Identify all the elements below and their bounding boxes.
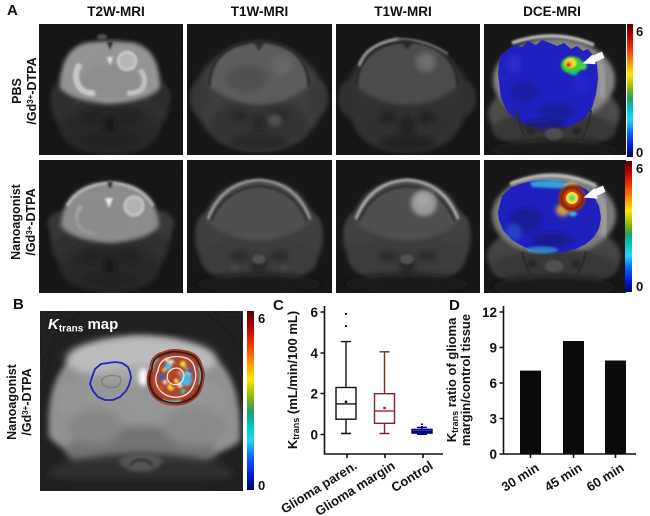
svg-text:2: 2 — [310, 387, 318, 402]
svg-text:6: 6 — [489, 376, 497, 391]
svg-text:Ktrans (mL/min/100 mL): Ktrans (mL/min/100 mL) — [285, 311, 301, 449]
svg-text:Control: Control — [388, 458, 435, 495]
svg-text:45 min: 45 min — [542, 460, 585, 495]
svg-text:12: 12 — [482, 305, 497, 320]
svg-text:6: 6 — [310, 305, 318, 320]
svg-text:Ktrans ratio of glioma: Ktrans ratio of glioma — [444, 317, 460, 442]
svg-text:margin/control tissue: margin/control tissue — [458, 314, 473, 446]
svg-text:0: 0 — [489, 447, 497, 462]
svg-text:30 min: 30 min — [499, 460, 542, 495]
svg-text:4: 4 — [310, 346, 318, 361]
svg-text:0: 0 — [310, 428, 318, 443]
svg-text:3: 3 — [489, 412, 497, 427]
svg-text:9: 9 — [489, 341, 497, 356]
svg-text:60 min: 60 min — [584, 460, 627, 495]
